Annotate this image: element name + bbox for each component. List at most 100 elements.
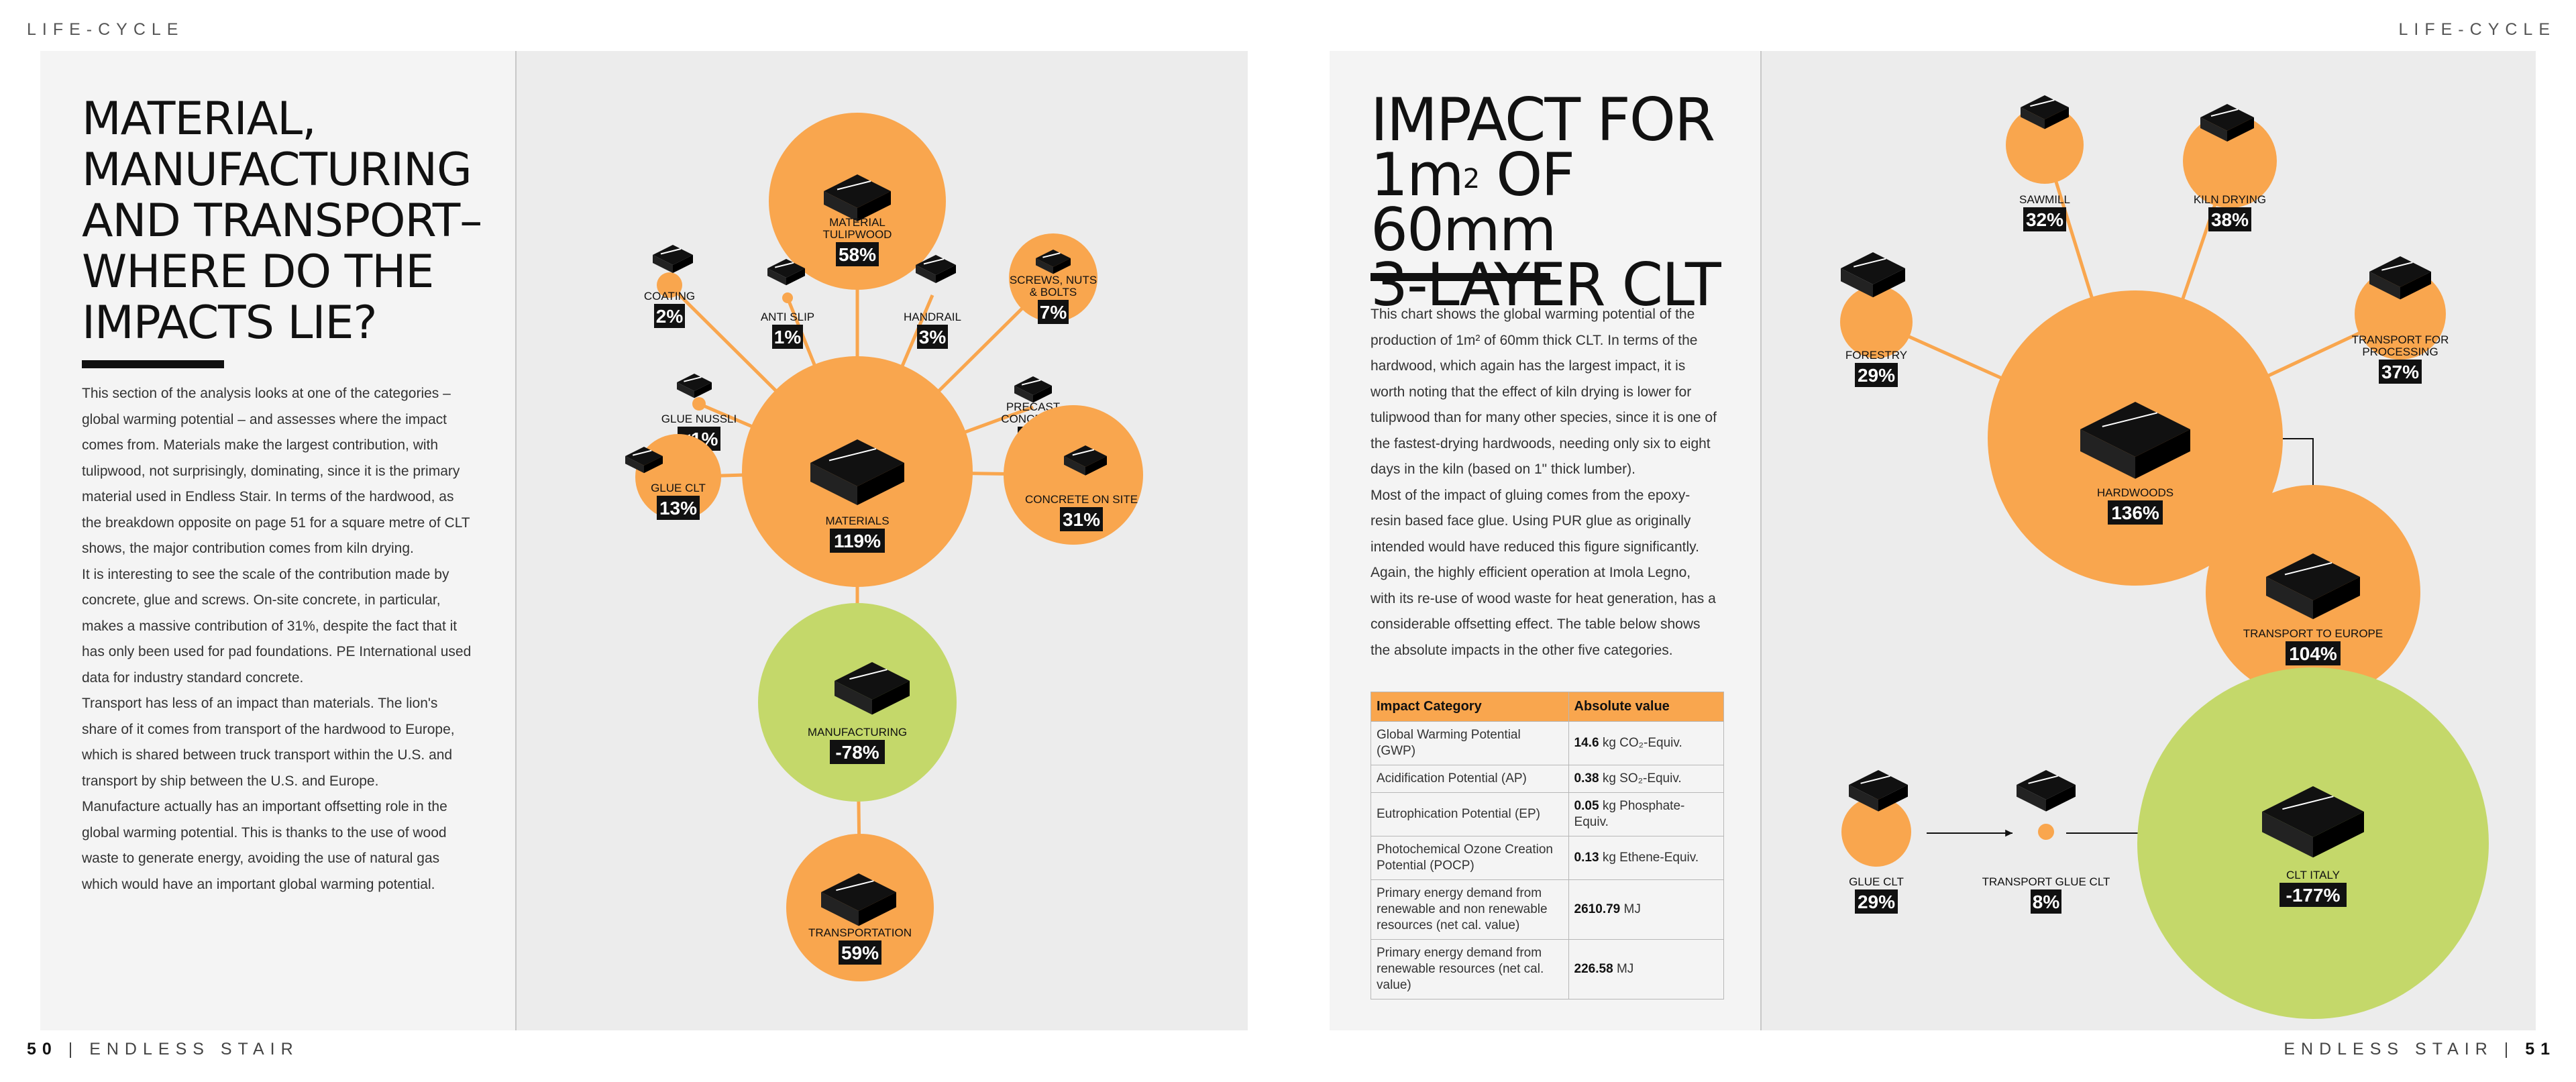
left-chart-node-label: MATERIALS bbox=[825, 515, 889, 527]
right-chart-value-badge bbox=[1855, 363, 1898, 387]
right-chart-node-circle bbox=[2183, 114, 2277, 208]
right-chart-node: SAWMILL 32% bbox=[2006, 95, 2084, 231]
right-chart-value-badge bbox=[2108, 500, 2163, 525]
right-chart-node-label: HARDWOODS bbox=[2097, 486, 2174, 499]
anti-slip-icon bbox=[767, 259, 805, 286]
left-chart-value-badge bbox=[830, 740, 885, 764]
left-text-panel bbox=[40, 51, 515, 1030]
lumber-icon bbox=[2080, 402, 2190, 479]
right-chart-node-value: -177% bbox=[2286, 885, 2341, 906]
footer-title-right: ENDLESS STAIR bbox=[2284, 1040, 2493, 1059]
impact-table-row: Primary energy demand from renewable res… bbox=[1371, 939, 1725, 999]
left-body-text: This section of the analysis looks at on… bbox=[82, 386, 472, 892]
left-chart-node-label: PRECAST bbox=[1006, 400, 1060, 413]
arrow-head bbox=[2005, 829, 2012, 837]
right-chart-value-badge bbox=[2208, 207, 2251, 231]
footer-right: ENDLESS STAIR | 51 bbox=[2284, 1040, 2556, 1059]
left-chart-node-label: ANTI SLIP bbox=[761, 311, 814, 323]
left-chart-node-label: GLUE CLT bbox=[651, 482, 706, 494]
right-chart-value-badge bbox=[2286, 641, 2341, 665]
left-chart-node: MANUFACTURING -78% bbox=[758, 603, 957, 802]
left-chart-node-label: SCREWS, NUTS bbox=[1010, 274, 1097, 286]
left-chart-node-value: 7% bbox=[1040, 302, 1067, 323]
left-chart-node-value: 13% bbox=[659, 498, 697, 519]
right-chart-node-label: TRANSPORT FOR bbox=[2352, 333, 2449, 346]
left-chart-node-label: MATERIAL bbox=[829, 216, 885, 229]
left-chart-node-value: 3% bbox=[919, 327, 947, 347]
materials-icon bbox=[810, 439, 904, 505]
screws-icon bbox=[1036, 250, 1071, 274]
left-chart-node: COATING 2% bbox=[644, 245, 695, 328]
left-chart-value-badge bbox=[836, 242, 879, 266]
left-chart-node-value: 119% bbox=[834, 531, 881, 551]
left-chart-node-label: TULIPWOOD bbox=[823, 228, 892, 241]
impact-table-header-category: Impact Category bbox=[1371, 692, 1569, 722]
right-chart-node-value: 38% bbox=[2211, 209, 2249, 230]
impact-category-cell: Eutrophication Potential (EP) bbox=[1371, 792, 1569, 836]
impact-value-number: 0.38 bbox=[1574, 771, 1599, 786]
left-chart-node: TRANSPORTATION 59% bbox=[786, 834, 934, 981]
right-chart-node-label: TRANSPORT GLUE CLT bbox=[1982, 875, 2110, 888]
impact-table: Impact Category Absolute value Global Wa… bbox=[1371, 692, 1725, 999]
right-chart-node-label: CLT ITALY bbox=[2286, 869, 2340, 881]
truck-icon bbox=[2369, 256, 2431, 300]
handrail-icon bbox=[916, 255, 956, 283]
footer-title-left: ENDLESS STAIR bbox=[89, 1040, 299, 1059]
right-chart-node-label: TRANSPORT TO EUROPE bbox=[2243, 627, 2383, 640]
impact-value-unit: MJ bbox=[1623, 902, 1641, 916]
impact-table-row: Photochemical Ozone Creation Potential (… bbox=[1371, 836, 1725, 880]
right-chart-node-value: 29% bbox=[1858, 891, 1895, 912]
left-chart-node-label: & BOLTS bbox=[1030, 286, 1077, 299]
right-chart-node-label: FORESTRY bbox=[1845, 349, 1907, 362]
right-chart-node-value: 8% bbox=[2033, 891, 2060, 912]
impact-table-row: Acidification Potential (AP) 0.38 kg SO₂-… bbox=[1371, 765, 1725, 793]
impact-value-number: 226.58 bbox=[1574, 962, 1613, 976]
right-chart-node-circle bbox=[2038, 824, 2054, 840]
left-chart-value-badge bbox=[654, 304, 685, 328]
impact-category-cell: Primary energy demand from renewable and… bbox=[1371, 879, 1569, 940]
left-chart-node-value: 59% bbox=[841, 942, 879, 963]
truck-icon bbox=[821, 873, 896, 926]
right-chart-node: TRANSPORT GLUE CLT 8% bbox=[1982, 770, 2110, 914]
impact-category-cell: Acidification Potential (AP) bbox=[1371, 765, 1569, 793]
impact-value-cell: 226.58 MJ bbox=[1568, 939, 1725, 999]
right-chart-node-label: KILN DRYING bbox=[2194, 193, 2266, 206]
right-chart-value-badge bbox=[2031, 889, 2061, 914]
right-chart-node-label: GLUE CLT bbox=[1849, 875, 1904, 888]
factory-icon bbox=[835, 662, 910, 715]
left-chart-node: ANTI SLIP 1% bbox=[761, 259, 814, 349]
right-chart-node-value: 37% bbox=[2381, 362, 2419, 382]
impact-value-unit: kg Phosphate-Equiv. bbox=[1574, 799, 1685, 829]
running-header-right: LIFE-CYCLE bbox=[2398, 20, 2556, 39]
left-chart-node-value: 58% bbox=[839, 244, 876, 265]
impact-value-cell: 0.38 kg SO₂-Equiv. bbox=[1568, 765, 1725, 793]
impact-value-cell: 2610.79 MJ bbox=[1568, 879, 1725, 940]
impact-value-unit: MJ bbox=[1616, 962, 1634, 976]
left-chart-node-label: CONCRETE ON SITE bbox=[1025, 493, 1138, 506]
page-number-left: 50 bbox=[27, 1040, 58, 1059]
left-chart-node-value: 1% bbox=[774, 327, 802, 347]
truck-icon bbox=[2017, 770, 2076, 812]
impact-category-cell: Primary energy demand from renewable res… bbox=[1371, 939, 1569, 999]
left-chart-node-circle bbox=[1009, 233, 1097, 322]
right-title-rule bbox=[1371, 273, 1550, 281]
left-chart-node-value: 31% bbox=[1063, 509, 1100, 530]
right-chart-value-badge bbox=[2379, 360, 2422, 384]
right-body-text: This chart shows the global warming pote… bbox=[1371, 307, 1717, 658]
left-chart-node: MATERIALS 119% bbox=[742, 356, 973, 587]
right-chart-node-circle bbox=[2355, 268, 2446, 360]
page-number-right: 51 bbox=[2525, 1040, 2556, 1059]
right-chart-node-label: PROCESSING bbox=[2362, 345, 2438, 358]
impact-table-header-value: Absolute value bbox=[1568, 692, 1725, 722]
left-chart-node-label: HANDRAIL bbox=[904, 311, 961, 323]
left-chart-node-circle bbox=[657, 272, 682, 298]
right-chart-node-circle bbox=[2006, 106, 2084, 184]
impact-value-cell: 14.6 kg CO₂-Equiv. bbox=[1568, 721, 1725, 765]
right-chart-value-badge bbox=[2023, 207, 2066, 231]
left-title-rule bbox=[82, 360, 224, 368]
running-header-left: LIFE-CYCLE bbox=[27, 20, 184, 39]
impact-value-cell: 0.05 kg Phosphate-Equiv. bbox=[1568, 792, 1725, 836]
right-chart-node: FORESTRY 29% bbox=[1840, 252, 1913, 387]
saw-blade-icon bbox=[2021, 95, 2069, 129]
